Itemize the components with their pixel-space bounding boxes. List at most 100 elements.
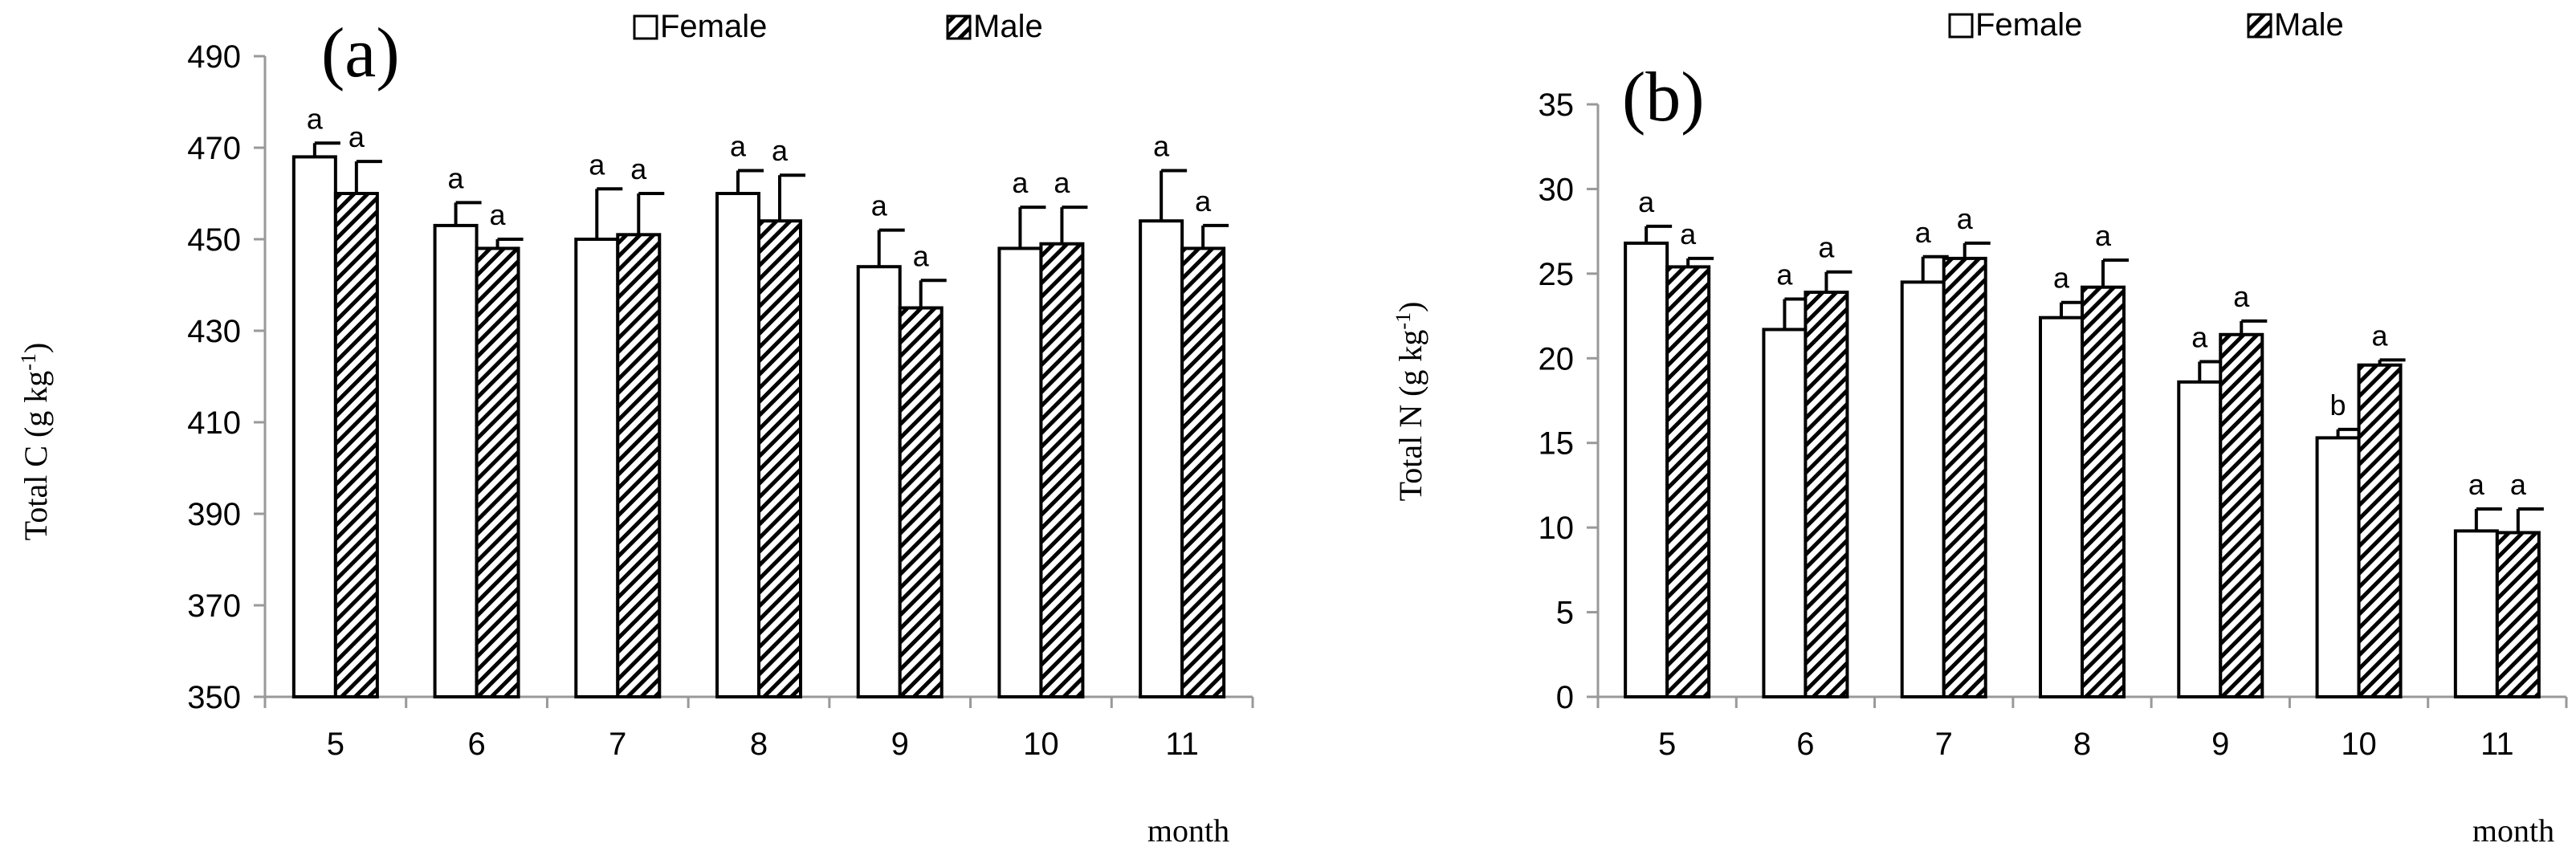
x-tick-label-a: 9 xyxy=(891,727,909,762)
y-tick-label-b: 10 xyxy=(1539,511,1575,546)
significance-letter-b: a xyxy=(2095,219,2112,252)
bar-male-b xyxy=(2081,285,2126,698)
y-axis-label-b-sup: -1 xyxy=(1392,312,1415,330)
legend-label-female-a: Female xyxy=(660,9,767,44)
significance-letter-a: a xyxy=(1054,166,1070,199)
x-tick-label-b: 11 xyxy=(2480,727,2514,762)
significance-letter-a: a xyxy=(913,239,930,272)
y-tick-label-a: 490 xyxy=(187,39,241,75)
y-tick-label-a: 390 xyxy=(187,497,241,532)
y-tick-label-a: 450 xyxy=(187,222,241,258)
bar-male-b xyxy=(2219,332,2264,698)
bar-female-a xyxy=(433,223,479,698)
significance-letter-b: a xyxy=(2372,319,2389,352)
y-axis-label-b-end: ) xyxy=(1392,302,1429,312)
significance-letter-b: a xyxy=(1818,231,1835,264)
legend-label-male-a: Male xyxy=(973,9,1043,44)
x-tick-label-a: 6 xyxy=(467,727,485,762)
y-tick-label-b: 15 xyxy=(1539,426,1575,462)
bar-female-b xyxy=(1624,241,1669,699)
y-axis-label-a-end: ) xyxy=(18,343,54,353)
significance-letter-a: a xyxy=(1195,185,1212,218)
chart-panel-a: (a) Female Male Total C (g kg-1) month 3… xyxy=(17,9,1254,849)
bar-male-a xyxy=(616,233,662,698)
significance-letter-b: a xyxy=(1957,202,1974,235)
significance-letter-b: a xyxy=(1915,216,1932,249)
bar-male-a xyxy=(898,306,944,698)
significance-letter-a: a xyxy=(1012,166,1029,199)
y-tick-label-b: 5 xyxy=(1556,596,1574,631)
bar-female-b xyxy=(2453,529,2499,698)
panel-label-a: (a) xyxy=(321,14,400,92)
significance-letter-a: a xyxy=(630,153,647,185)
significance-letter-a: a xyxy=(772,134,789,167)
legend-b: Female Male xyxy=(1948,7,2344,43)
significance-letter-a: a xyxy=(730,130,747,163)
y-axis-label-a: Total C (g kg-1) xyxy=(17,343,54,541)
significance-letter-a: a xyxy=(589,148,605,181)
significance-letter-b: a xyxy=(1776,258,1793,291)
significance-letter-b: a xyxy=(1680,218,1697,250)
bar-female-b xyxy=(2315,436,2361,698)
chart-panel-b: (b) Female Male Total N (g kg-1) month 0… xyxy=(1392,7,2568,849)
bar-male-a xyxy=(1039,242,1085,698)
bar-male-b xyxy=(2495,531,2541,698)
legend-swatch-male-a xyxy=(946,14,972,40)
significance-letter-a: a xyxy=(1153,130,1170,163)
y-tick-label-b: 35 xyxy=(1539,88,1575,123)
significance-letter-b: b xyxy=(2330,389,2346,421)
x-tick-label-b: 9 xyxy=(2211,727,2229,762)
x-tick-label-a: 11 xyxy=(1165,727,1199,762)
significance-letter-b: a xyxy=(2233,280,2250,313)
x-tick-label-b: 10 xyxy=(2341,727,2377,762)
bar-female-a xyxy=(715,192,760,698)
bar-female-a xyxy=(291,155,337,698)
y-tick-label-b: 25 xyxy=(1539,257,1575,292)
significance-letter-a: a xyxy=(348,120,365,153)
x-tick-label-b: 6 xyxy=(1796,727,1814,762)
legend-swatch-female-a xyxy=(633,14,658,40)
bar-female-a xyxy=(1139,219,1184,698)
significance-letter-b: a xyxy=(2510,468,2527,501)
y-tick-label-a: 350 xyxy=(187,680,241,715)
significance-letter-a: a xyxy=(871,189,888,222)
x-tick-label-a: 7 xyxy=(609,727,626,762)
bar-male-a xyxy=(333,192,379,698)
bar-male-a xyxy=(757,219,802,698)
panel-label-b: (b) xyxy=(1622,59,1705,136)
y-tick-label-b: 0 xyxy=(1556,680,1574,715)
x-tick-label-b: 5 xyxy=(1658,727,1676,762)
significance-letter-a: a xyxy=(490,198,507,231)
legend-swatch-female-b xyxy=(1948,13,1974,39)
y-tick-label-a: 470 xyxy=(187,131,241,166)
x-tick-label-b: 7 xyxy=(1935,727,1953,762)
y-tick-label-b: 30 xyxy=(1539,172,1575,207)
legend-label-female-b: Female xyxy=(1975,7,2082,43)
x-tick-label-a: 5 xyxy=(327,727,344,762)
bar-female-b xyxy=(2039,316,2084,698)
bar-female-a xyxy=(574,238,620,698)
significance-letter-a: a xyxy=(448,161,465,194)
y-axis-label-a-main: Total C (g kg xyxy=(18,371,54,541)
bar-male-b xyxy=(2357,363,2403,698)
x-tick-label-b: 8 xyxy=(2073,727,2091,762)
y-axis-label-a-sup: -1 xyxy=(17,353,40,371)
significance-letter-b: a xyxy=(2191,321,2208,354)
bar-female-b xyxy=(1900,280,1946,698)
legend-label-male-b: Male xyxy=(2274,7,2344,43)
y-tick-label-a: 410 xyxy=(187,405,241,441)
y-tick-label-a: 370 xyxy=(187,588,241,624)
y-tick-label-a: 430 xyxy=(187,314,241,349)
bar-male-b xyxy=(1665,265,1711,698)
y-tick-label-b: 20 xyxy=(1539,341,1575,377)
bar-female-b xyxy=(2177,380,2223,698)
legend-a: Female Male xyxy=(633,9,1043,44)
bar-female-a xyxy=(856,265,902,698)
bar-male-b xyxy=(1804,291,1849,698)
bar-female-b xyxy=(1762,328,1808,698)
significance-letter-b: a xyxy=(1638,185,1655,218)
y-axis-label-b: Total N (g kg-1) xyxy=(1392,302,1429,502)
